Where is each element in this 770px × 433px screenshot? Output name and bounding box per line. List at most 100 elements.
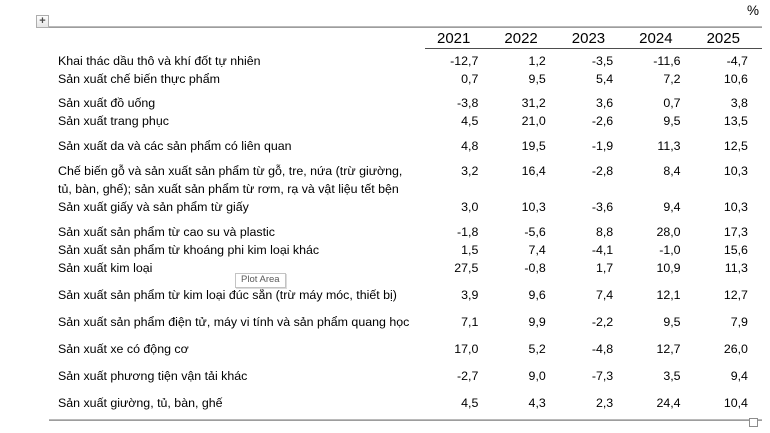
value-cell: 5,4 (595, 72, 614, 86)
row-values: -2,7 9,0 -7,3 3,5 9,4 (425, 367, 762, 385)
row-values: 4,8 19,5 -1,9 11,3 12,5 (425, 137, 762, 155)
value-cell: -3,8 (457, 96, 479, 110)
value-cell: -5,6 (524, 225, 546, 239)
row-label: Sản xuất kim loại (58, 261, 153, 275)
value-cell: 9,9 (528, 315, 546, 329)
row-values: 17,0 5,2 -4,8 12,7 26,0 (425, 340, 762, 358)
value-cell: -11,6 (653, 54, 681, 68)
value-cell: 11,3 (724, 261, 748, 275)
value-cell: 9,5 (663, 114, 681, 128)
row-label: Chế biến gỗ và sản xuất sản phẩm từ gỗ, … (58, 164, 403, 196)
value-cell: 7,1 (461, 315, 479, 329)
row-values: 27,5 -0,8 1,7 10,9 11,3 (425, 259, 762, 277)
value-cell: 16,4 (521, 164, 546, 178)
value-cell: 1,7 (595, 261, 614, 275)
row-values: 3,0 10,3 -3,6 9,4 10,3 (425, 198, 762, 216)
row-values: 3,9 9,6 7,4 12,1 12,7 (425, 286, 762, 304)
value-cell: 7,2 (663, 72, 681, 86)
row-label: Khai thác dầu thô và khí đốt tự nhiên (58, 54, 261, 68)
value-cell: 3,0 (461, 200, 479, 214)
value-cell: 8,4 (663, 164, 681, 178)
value-cell: 5,2 (528, 342, 546, 356)
row-label: Sản xuất sản phẩm từ khoáng phi kim loại… (58, 243, 320, 257)
value-cell: 9,5 (663, 315, 681, 329)
row-values: 3,2 16,4 -2,8 8,4 10,3 (425, 162, 762, 180)
value-cell: 10,3 (723, 200, 748, 214)
value-cell: -2,6 (591, 114, 614, 128)
row-values: -1,8 -5,6 8,8 28,0 17,3 (425, 223, 762, 241)
year-header-2025: 2025 (706, 30, 740, 47)
row-values: -3,8 31,2 3,6 0,7 3,8 (425, 94, 762, 112)
value-cell: 27,5 (454, 261, 479, 275)
value-cell: 9,6 (528, 288, 546, 302)
value-cell: -2,2 (591, 315, 614, 329)
value-cell: 17,0 (454, 342, 479, 356)
value-cell: 3,2 (461, 164, 479, 178)
table-row: Sản xuất sản phẩm từ khoáng phi kim loại… (0, 241, 770, 259)
value-cell: -4,8 (591, 342, 614, 356)
data-rows: Khai thác dầu thô và khí đốt tự nhiên -1… (0, 52, 770, 412)
value-cell: 15,6 (723, 243, 748, 257)
value-cell: -1,8 (457, 225, 479, 239)
value-cell: 12,7 (723, 288, 748, 302)
value-cell: 4,8 (461, 139, 479, 153)
value-cell: 0,7 (663, 96, 681, 110)
value-cell: -12,7 (450, 54, 479, 68)
value-cell: 12,1 (656, 288, 681, 302)
year-header-2021: 2021 (437, 30, 471, 47)
value-cell: 26,0 (723, 342, 748, 356)
value-cell: 3,6 (595, 96, 614, 110)
row-values: 7,1 9,9 -2,2 9,5 7,9 (425, 313, 762, 331)
value-cell: -1,0 (659, 243, 681, 257)
row-label: Sản xuất sản phẩm điện tử, máy vi tính v… (58, 315, 410, 329)
value-cell: 4,5 (461, 396, 479, 410)
table-row: Sản xuất đồ uống -3,8 31,2 3,6 0,7 3,8 (0, 94, 770, 112)
outline-expand-button[interactable]: + (36, 15, 49, 28)
value-cell: 12,5 (723, 139, 748, 153)
value-cell: -2,7 (457, 369, 479, 383)
row-values: 0,7 9,5 5,4 7,2 10,6 (425, 70, 762, 88)
value-cell: 3,5 (663, 369, 681, 383)
value-cell: -4,7 (726, 54, 748, 68)
value-cell: 10,9 (656, 261, 681, 275)
value-cell: 28,0 (656, 225, 681, 239)
value-cell: 9,4 (730, 369, 748, 383)
row-label: Sản xuất đồ uống (58, 96, 156, 110)
value-cell: 7,4 (595, 288, 614, 302)
row-label: Sản xuất trang phục (58, 114, 169, 128)
table-row: Sản xuất xe có động cơ 17,0 5,2 -4,8 12,… (0, 340, 770, 358)
value-cell: 19,5 (521, 139, 546, 153)
chart-resize-handle[interactable] (749, 418, 758, 427)
table-row: Chế biến gỗ và sản xuất sản phẩm từ gỗ, … (0, 162, 770, 198)
value-cell: 17,3 (723, 225, 748, 239)
table-row: Sản xuất giường, tủ, bàn, ghế 4,5 4,3 2,… (0, 394, 770, 412)
year-header-row: 2021 2022 2023 2024 2025 (425, 30, 762, 48)
row-values: 1,5 7,4 -4,1 -1,0 15,6 (425, 241, 762, 259)
value-cell: -1,9 (591, 139, 614, 153)
table-row: Khai thác dầu thô và khí đốt tự nhiên -1… (0, 52, 770, 70)
top-border-line (49, 26, 762, 28)
plus-icon: + (39, 15, 46, 27)
table-row: Sản xuất sản phẩm điện tử, máy vi tính v… (0, 313, 770, 331)
row-label: Sản xuất sản phẩm từ cao su và plastic (58, 225, 275, 239)
row-label: Sản xuất xe có động cơ (58, 342, 189, 356)
table-row: Sản xuất chế biến thực phẩm 0,7 9,5 5,4 … (0, 70, 770, 88)
value-cell: 10,4 (723, 396, 748, 410)
table-row: Sản xuất giấy và sản phẩm từ giấy 3,0 10… (0, 198, 770, 216)
table-row: Sản xuất da và các sản phẩm có liên quan… (0, 137, 770, 155)
value-cell: 9,4 (663, 200, 681, 214)
table-row: Sản xuất kim loại 27,5 -0,8 1,7 10,9 11,… (0, 259, 770, 277)
value-cell: 10,3 (723, 164, 748, 178)
value-cell: 3,8 (730, 96, 748, 110)
value-cell: -4,1 (591, 243, 614, 257)
table-row: Sản xuất sản phẩm từ kim loại đúc sẵn (t… (0, 286, 770, 304)
value-cell: -7,3 (591, 369, 614, 383)
value-cell: 1,5 (461, 243, 479, 257)
year-header-2023: 2023 (571, 30, 606, 47)
value-cell: 11,3 (657, 139, 681, 153)
row-values: 4,5 4,3 2,3 24,4 10,4 (425, 394, 762, 412)
table-row: Sản xuất trang phục 4,5 21,0 -2,6 9,5 13… (0, 112, 770, 130)
value-cell: -3,6 (591, 200, 614, 214)
value-cell: 12,7 (656, 342, 681, 356)
